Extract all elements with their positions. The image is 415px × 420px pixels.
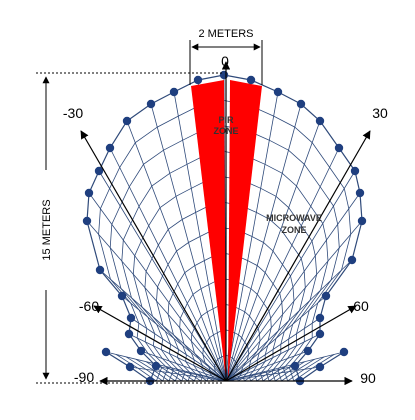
angle-label-60: 60 <box>353 298 369 314</box>
grid-ring <box>121 151 329 382</box>
boundary-dot <box>169 87 179 97</box>
angle-label-minus-60: -60 <box>79 298 99 314</box>
grid-ring <box>167 253 284 382</box>
pir-zone-label-line1: PIR <box>218 115 234 125</box>
boundary-dot <box>136 346 146 356</box>
grid-ring <box>98 100 352 382</box>
boundary-dot <box>94 166 104 176</box>
angle-label-90: 90 <box>360 370 376 386</box>
boundary-dot <box>105 143 115 153</box>
boundary-dot <box>219 70 229 80</box>
angle-label-0: 0 <box>221 53 229 69</box>
arrow-60-left <box>93 305 227 382</box>
width-label: 2 METERS <box>198 28 253 40</box>
boundary-dot <box>273 87 283 97</box>
boundary-dot <box>339 347 349 357</box>
grid-ring <box>156 227 295 382</box>
microwave-coverage-grid <box>86 74 363 382</box>
boundary-dot <box>321 291 331 301</box>
pir-zone-left-wedge <box>191 80 226 380</box>
boundary-dot <box>315 116 325 126</box>
boundary-dot <box>126 313 136 323</box>
width-dimension <box>189 40 263 85</box>
grid-ring <box>132 176 318 382</box>
range-dimension <box>36 72 222 384</box>
microwave-zone-label-line2: ZONE <box>281 225 306 235</box>
pir-zone-label-line2: ZONE <box>213 126 238 136</box>
boundary-dot <box>122 116 132 126</box>
boundary-dot <box>350 166 360 176</box>
microwave-zone-label-line1: MICROWAVE <box>266 213 322 223</box>
range-label: 15 METERS <box>41 199 53 260</box>
boundary-dot <box>151 361 161 371</box>
boundary-dot <box>347 255 357 265</box>
arrow-30-right <box>225 130 371 382</box>
angle-label-30: 30 <box>372 105 388 121</box>
arrow-60-right <box>225 305 357 382</box>
boundary-dot <box>290 361 300 371</box>
boundary-dot <box>315 329 325 339</box>
boundary-dot <box>246 75 256 85</box>
boundary-dot <box>117 291 127 301</box>
boundary-dot <box>303 346 313 356</box>
boundary-dot <box>125 362 135 372</box>
boundary-dot <box>95 265 105 275</box>
boundary-dot <box>82 216 92 226</box>
boundary-dot <box>315 313 325 323</box>
boundary-dot <box>146 99 156 109</box>
angle-label-minus-30: -30 <box>63 105 83 121</box>
boundary-dot <box>315 362 325 372</box>
angle-label-minus-90: -90 <box>74 369 94 385</box>
boundary-dot <box>124 329 134 339</box>
range-arrows <box>80 61 371 386</box>
boundary-dot <box>357 216 367 226</box>
boundary-dot <box>355 188 365 198</box>
boundary-dot <box>193 75 203 85</box>
boundary-dot <box>84 188 94 198</box>
pir-zone-wedges <box>191 80 262 380</box>
arrow-30-left <box>80 130 227 382</box>
boundary-dot <box>296 99 306 109</box>
boundary-dot <box>334 143 344 153</box>
boundary-dot <box>101 347 111 357</box>
pir-zone-right-wedge <box>228 80 262 380</box>
